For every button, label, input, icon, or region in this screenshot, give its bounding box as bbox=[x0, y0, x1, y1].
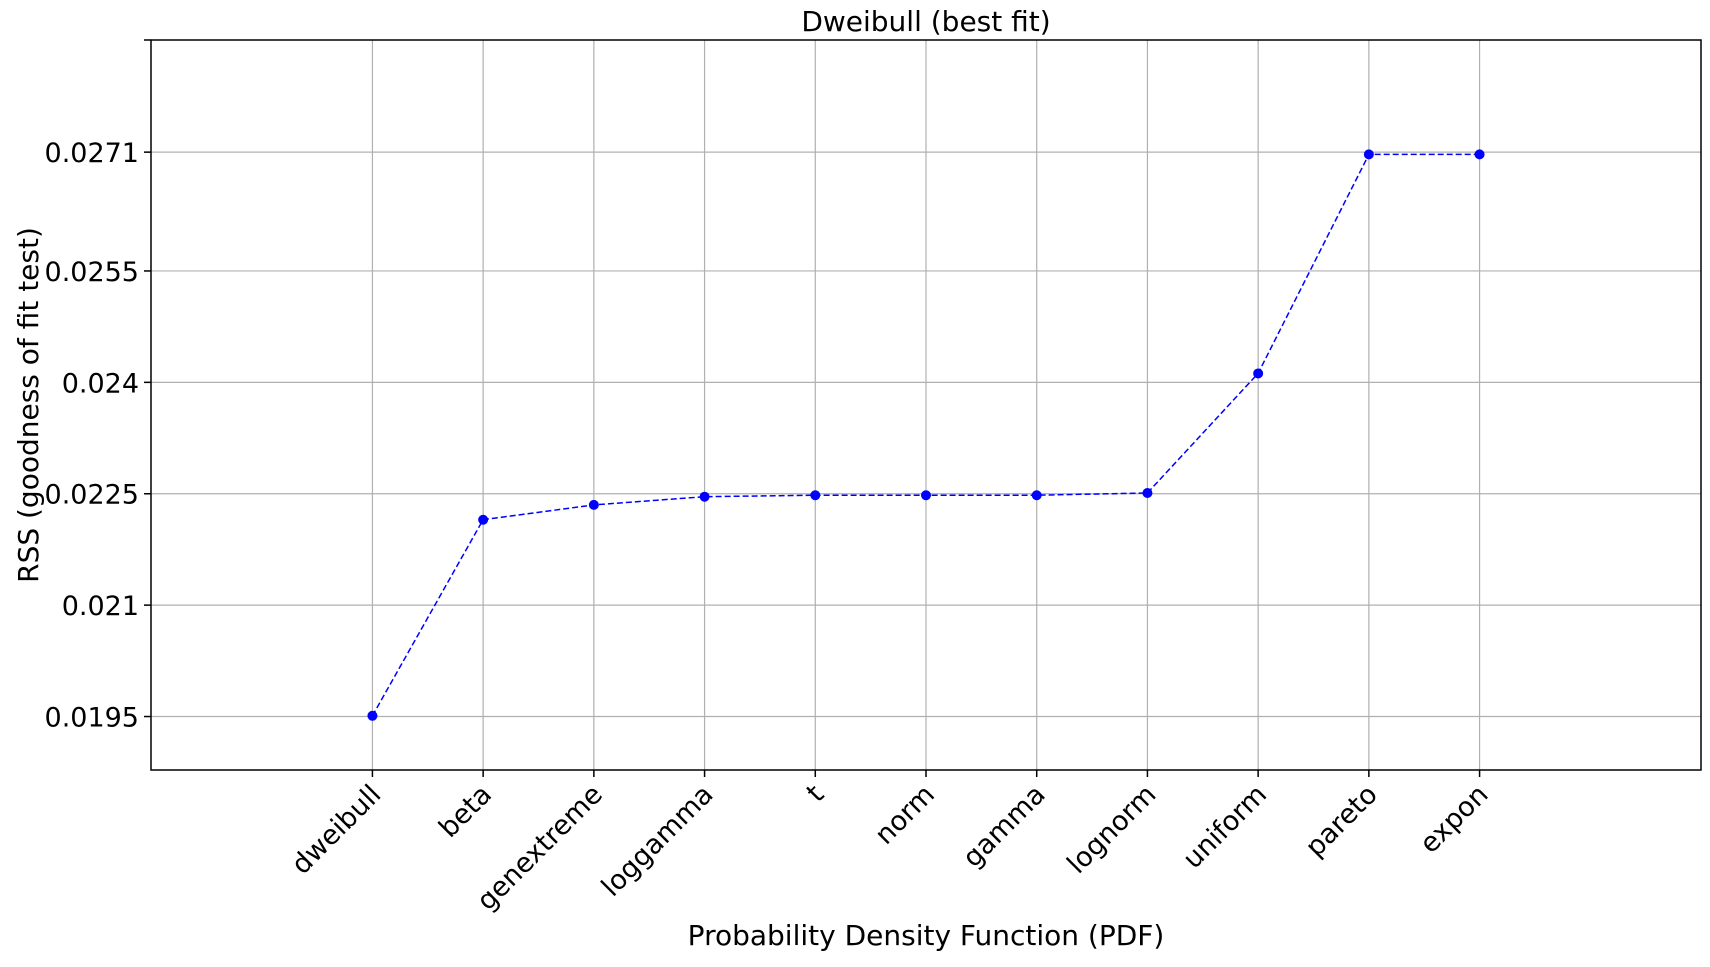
x-tick-label: uniform bbox=[1177, 779, 1273, 875]
x-tick-label: norm bbox=[869, 779, 941, 851]
axis-ticks bbox=[144, 39, 1481, 777]
data-point-lognorm bbox=[1142, 488, 1153, 499]
data-point-uniform bbox=[1253, 368, 1264, 379]
data-point-loggamma bbox=[699, 491, 710, 502]
x-tick-label: beta bbox=[433, 779, 498, 844]
data-point-genextreme bbox=[588, 499, 599, 510]
x-tick-label: lognorm bbox=[1061, 779, 1162, 880]
x-axis-label: Probability Density Function (PDF) bbox=[688, 919, 1165, 952]
x-tick-label: dweibull bbox=[286, 779, 388, 881]
y-tick-label: 0.021 bbox=[62, 591, 139, 622]
data-point-expon bbox=[1474, 149, 1485, 160]
data-point-t bbox=[810, 490, 821, 501]
y-tick-label: 0.0195 bbox=[45, 703, 139, 734]
y-tick-label: 0.0225 bbox=[45, 480, 139, 511]
x-tick-label: gamma bbox=[957, 779, 1052, 874]
y-axis-label: RSS (goodness of fit test) bbox=[12, 227, 45, 583]
x-tick-label: pareto bbox=[1300, 779, 1384, 863]
y-tick-label: 0.024 bbox=[62, 368, 139, 399]
x-tick-label: t bbox=[801, 779, 830, 808]
series-points-group bbox=[367, 149, 1485, 721]
y-tick-label: 0.0255 bbox=[45, 257, 139, 288]
data-point-pareto bbox=[1363, 149, 1374, 160]
chart-title: Dweibull (best fit) bbox=[801, 5, 1050, 38]
data-point-dweibull bbox=[367, 710, 378, 721]
x-tick-label: loggamma bbox=[596, 779, 720, 903]
data-point-beta bbox=[478, 514, 489, 525]
grid bbox=[151, 40, 1701, 770]
data-point-norm bbox=[921, 490, 931, 501]
x-tick-label: expon bbox=[1414, 779, 1495, 860]
data-point-gamma bbox=[1031, 490, 1042, 501]
y-tick-label: 0.0271 bbox=[45, 138, 139, 169]
